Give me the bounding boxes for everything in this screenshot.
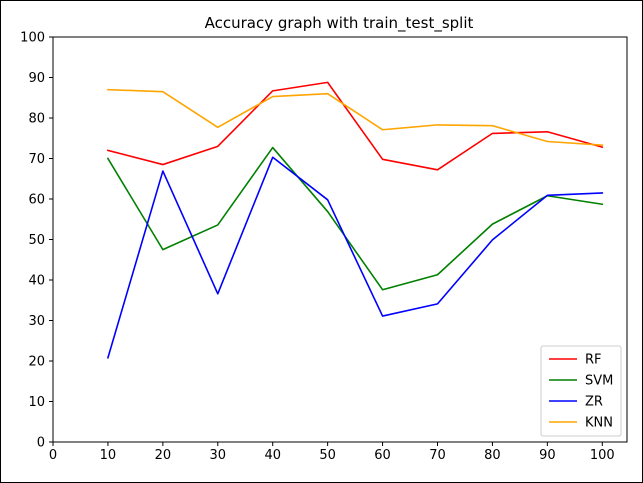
y-tick-label: 10 [28, 395, 45, 410]
chart-title: Accuracy graph with train_test_split [205, 14, 474, 33]
y-tick-label: 90 [28, 71, 45, 86]
y-tick-label: 60 [28, 193, 45, 208]
series-line-zr [106, 156, 604, 359]
y-tick-label: 0 [37, 436, 45, 451]
x-tick-label: 100 [590, 448, 615, 463]
x-tick-label: 40 [264, 448, 281, 463]
legend-box [540, 345, 622, 437]
legend-label-zr: ZR [585, 395, 603, 410]
x-tick-label: 70 [429, 448, 446, 463]
legend: RF SVM ZR KNN [540, 345, 622, 437]
x-tick-label: 10 [100, 448, 117, 463]
legend-label-svm: SVM [585, 374, 613, 389]
y-tick-label: 50 [28, 233, 45, 248]
x-tick-label: 30 [210, 448, 227, 463]
series-line-svm [106, 146, 604, 291]
x-tick-label: 20 [155, 448, 172, 463]
x-tick-label: 0 [49, 448, 57, 463]
series-line-knn [107, 88, 604, 146]
x-tick-label: 50 [319, 448, 336, 463]
y-tick-label: 40 [28, 274, 45, 289]
x-tick-label: 80 [484, 448, 501, 463]
x-tick-label: 90 [539, 448, 556, 463]
series-line-rf [106, 81, 604, 171]
axis-ticks: 0 10 20 30 40 50 60 70 80 90 100 0 10 20 30 40 50 60 70 80 9… [20, 31, 615, 464]
y-tick-label: 80 [28, 112, 45, 127]
series-lines [106, 81, 604, 359]
legend-label-rf: RF [585, 353, 602, 368]
y-tick-label: 30 [28, 314, 45, 329]
legend-label-knn: KNN [585, 416, 613, 431]
y-tick-label: 70 [28, 152, 45, 167]
x-tick-label: 60 [374, 448, 391, 463]
plot-area [52, 36, 628, 443]
y-tick-label: 20 [28, 355, 45, 370]
y-tick-label: 100 [20, 31, 45, 46]
